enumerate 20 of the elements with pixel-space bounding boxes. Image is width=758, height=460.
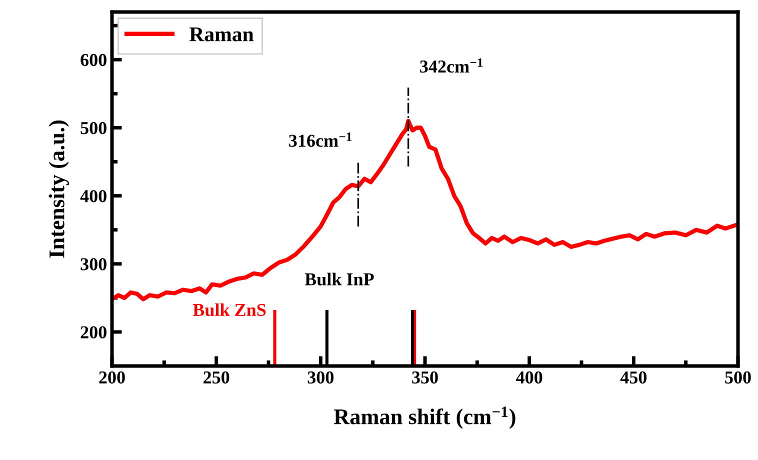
y-tick-label: 300 [80, 258, 106, 270]
y-tick-label: 400 [80, 190, 106, 202]
x-tick-label: 500 [725, 371, 751, 384]
legend-label: Raman [189, 28, 254, 42]
y-tick-label: 200 [80, 326, 106, 338]
x-tick-label: 250 [204, 371, 230, 384]
x-tick-label: 350 [412, 371, 438, 384]
y-tick-label: 500 [80, 122, 106, 134]
y-tick-label: 600 [80, 54, 106, 66]
annotation: 316cm$^{−1}$ [289, 132, 352, 147]
x-axis-title: Raman shift (cm$^{−1}$) [334, 406, 516, 429]
line-series [112, 118, 738, 302]
x-tick-label: 300 [308, 371, 334, 384]
x-tick-label: 400 [516, 371, 542, 384]
series-label: Bulk InP [304, 272, 374, 286]
y-axis-title: Intensity (a.u.) [48, 120, 69, 258]
x-tick-label: 200 [99, 371, 125, 384]
series-label: Bulk ZnS [192, 303, 266, 316]
annotation: 342cm$^{−1}$ [420, 58, 483, 73]
x-tick-label: 450 [620, 371, 647, 384]
